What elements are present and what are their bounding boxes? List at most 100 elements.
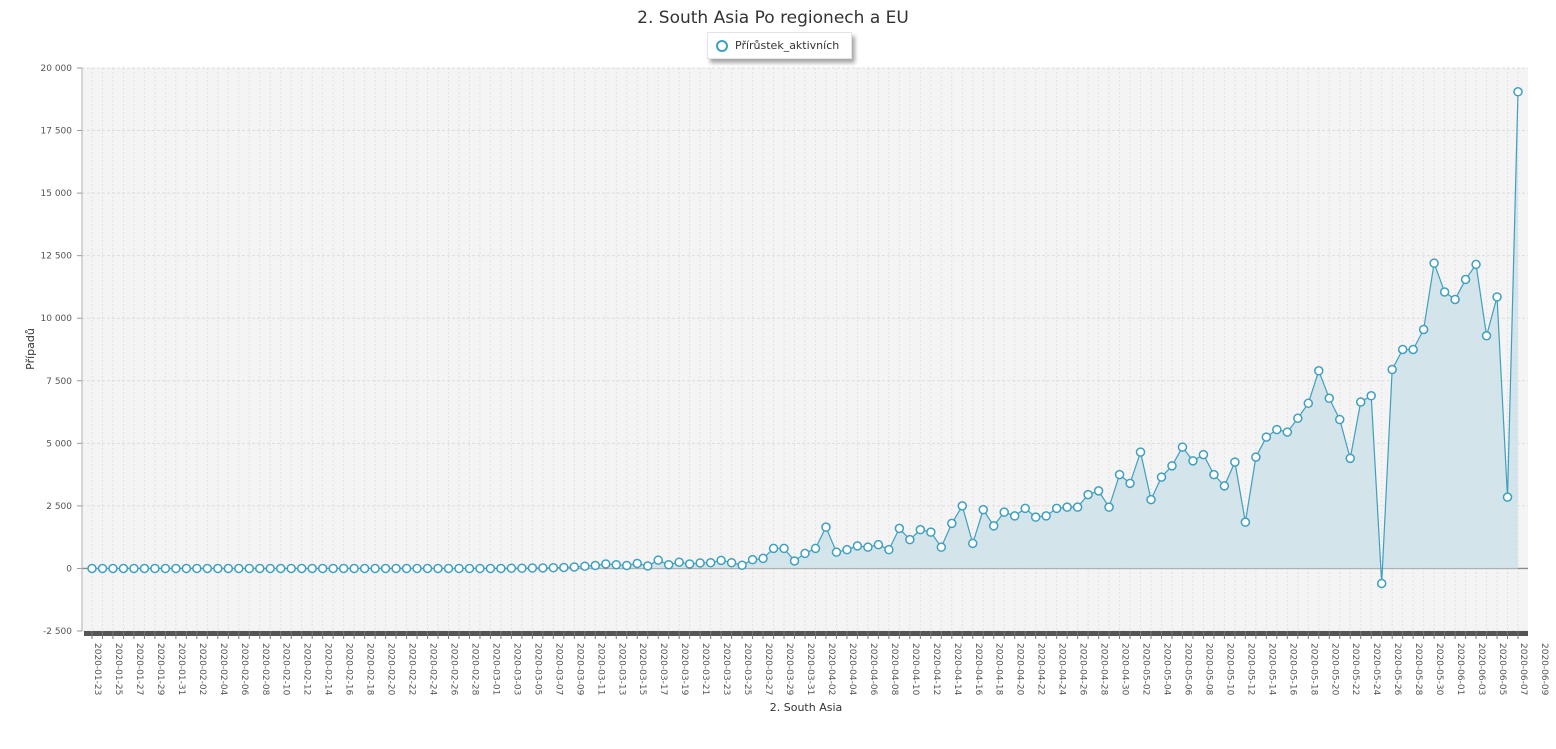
y-tick-label: 15 000 <box>41 189 73 199</box>
area-path <box>92 91 1518 584</box>
x-tick-label: 2020-05-24 <box>1371 643 1381 696</box>
data-point <box>936 542 947 552</box>
data-point <box>758 553 768 564</box>
data-point <box>370 563 380 574</box>
x-tick-label: 2020-05-02 <box>1141 643 1151 695</box>
x-tick-label: 2020-02-12 <box>302 643 312 695</box>
data-point <box>517 563 527 573</box>
x-tick-label: 2020-04-06 <box>868 643 878 696</box>
data-point <box>1366 391 1376 401</box>
data-point <box>1345 453 1355 464</box>
data-point <box>821 522 831 532</box>
data-points <box>87 87 1523 589</box>
y-axis: -2 500 0 2 500 5 000 7 500 10 000 12 500 15 000… <box>41 64 83 637</box>
x-tick-label: 2020-03-15 <box>637 643 647 695</box>
data-point <box>118 563 129 574</box>
data-point <box>1408 344 1418 355</box>
data-point <box>1020 503 1030 514</box>
data-point <box>1188 456 1198 466</box>
x-tick-label: 2020-05-16 <box>1287 643 1297 696</box>
data-point <box>947 518 957 529</box>
data-point <box>422 563 433 574</box>
x-tick-label: 2020-05-08 <box>1203 643 1213 696</box>
x-tick-label: 2020-04-30 <box>1120 643 1130 696</box>
data-point <box>181 563 192 574</box>
x-tick-label: 2020-03-27 <box>763 643 773 695</box>
data-point <box>1230 457 1240 467</box>
data-point <box>1450 294 1460 305</box>
data-point <box>349 563 359 574</box>
x-tick-label: 2020-02-16 <box>344 643 354 696</box>
x-tick-label: 2020-03-07 <box>553 643 563 695</box>
data-point <box>1209 469 1219 480</box>
data-point <box>213 563 223 574</box>
x-tick-label: 2020-04-08 <box>889 643 899 696</box>
data-point <box>915 524 926 535</box>
x-tick-label: 2020-03-25 <box>742 643 752 695</box>
x-tick-label: 2020-02-24 <box>428 643 438 696</box>
y-tick-label: 2 500 <box>46 502 72 512</box>
y-tick-label: 5 000 <box>46 439 72 449</box>
data-point <box>622 560 632 571</box>
x-tick-label: 2020-04-24 <box>1057 643 1067 696</box>
x-tick-label: 2020-03-11 <box>595 643 605 695</box>
x-tick-label: 2020-04-02 <box>826 643 836 695</box>
data-point <box>443 563 454 574</box>
data-point <box>1125 478 1135 489</box>
data-point <box>244 563 255 574</box>
y-tick-label: 10 000 <box>41 314 73 324</box>
x-tick-label: 2020-05-20 <box>1329 643 1339 696</box>
data-point <box>1167 461 1177 471</box>
data-point <box>590 560 601 571</box>
data-point <box>1282 427 1293 437</box>
data-point <box>1397 344 1408 355</box>
data-point <box>87 563 97 574</box>
x-tick-label: 2020-05-06 <box>1182 643 1192 696</box>
x-tick-label: 2020-02-14 <box>323 643 333 696</box>
data-point <box>1114 469 1125 480</box>
x-tick-label: 2020-06-03 <box>1476 643 1486 695</box>
x-tick-label: 2020-01-31 <box>176 643 186 695</box>
x-tick-label: 2020-04-12 <box>931 643 941 695</box>
x-tick-label: 2020-03-29 <box>784 643 794 696</box>
x-tick-label: 2020-01-27 <box>134 643 144 695</box>
x-axis: 2020-01-23 2020-01-25 2020-01-27 2020-01-29… <box>84 631 1549 696</box>
data-point <box>527 563 538 573</box>
x-tick-label: 2020-05-10 <box>1224 643 1234 696</box>
data-point <box>1460 274 1471 285</box>
x-tick-label: 2020-06-07 <box>1518 643 1528 695</box>
data-point <box>192 563 202 574</box>
x-tick-label: 2020-06-09 <box>1539 643 1549 696</box>
x-tick-label: 2020-05-04 <box>1162 643 1172 696</box>
data-point <box>150 563 160 574</box>
data-point <box>1272 424 1282 435</box>
data-point <box>1335 414 1345 425</box>
data-point <box>926 527 936 537</box>
data-point <box>1062 502 1072 512</box>
data-point <box>601 559 611 569</box>
data-point <box>275 563 286 574</box>
data-point <box>401 563 412 574</box>
x-tick-label: 2020-02-02 <box>197 643 207 695</box>
y-tick-label: -2 500 <box>43 627 72 637</box>
data-point <box>1009 511 1020 521</box>
data-point <box>1429 258 1439 268</box>
data-point <box>884 544 894 555</box>
data-point <box>1083 489 1093 500</box>
data-point <box>338 563 349 574</box>
data-point <box>1219 481 1230 491</box>
data-point <box>894 523 905 534</box>
data-point <box>433 563 443 574</box>
y-tick-label: 7 500 <box>46 377 72 387</box>
data-point <box>559 562 569 573</box>
y-tick-label: 20 000 <box>41 64 73 74</box>
data-point <box>737 560 747 570</box>
data-point <box>464 563 475 574</box>
x-tick-label: 2020-05-22 <box>1350 643 1360 695</box>
x-tick-label: 2020-01-23 <box>92 643 102 695</box>
data-point <box>412 563 422 574</box>
data-point <box>1198 449 1209 460</box>
x-tick-label: 2020-01-25 <box>113 643 123 695</box>
x-tick-label: 2020-06-01 <box>1455 643 1465 695</box>
data-point <box>1513 87 1523 97</box>
